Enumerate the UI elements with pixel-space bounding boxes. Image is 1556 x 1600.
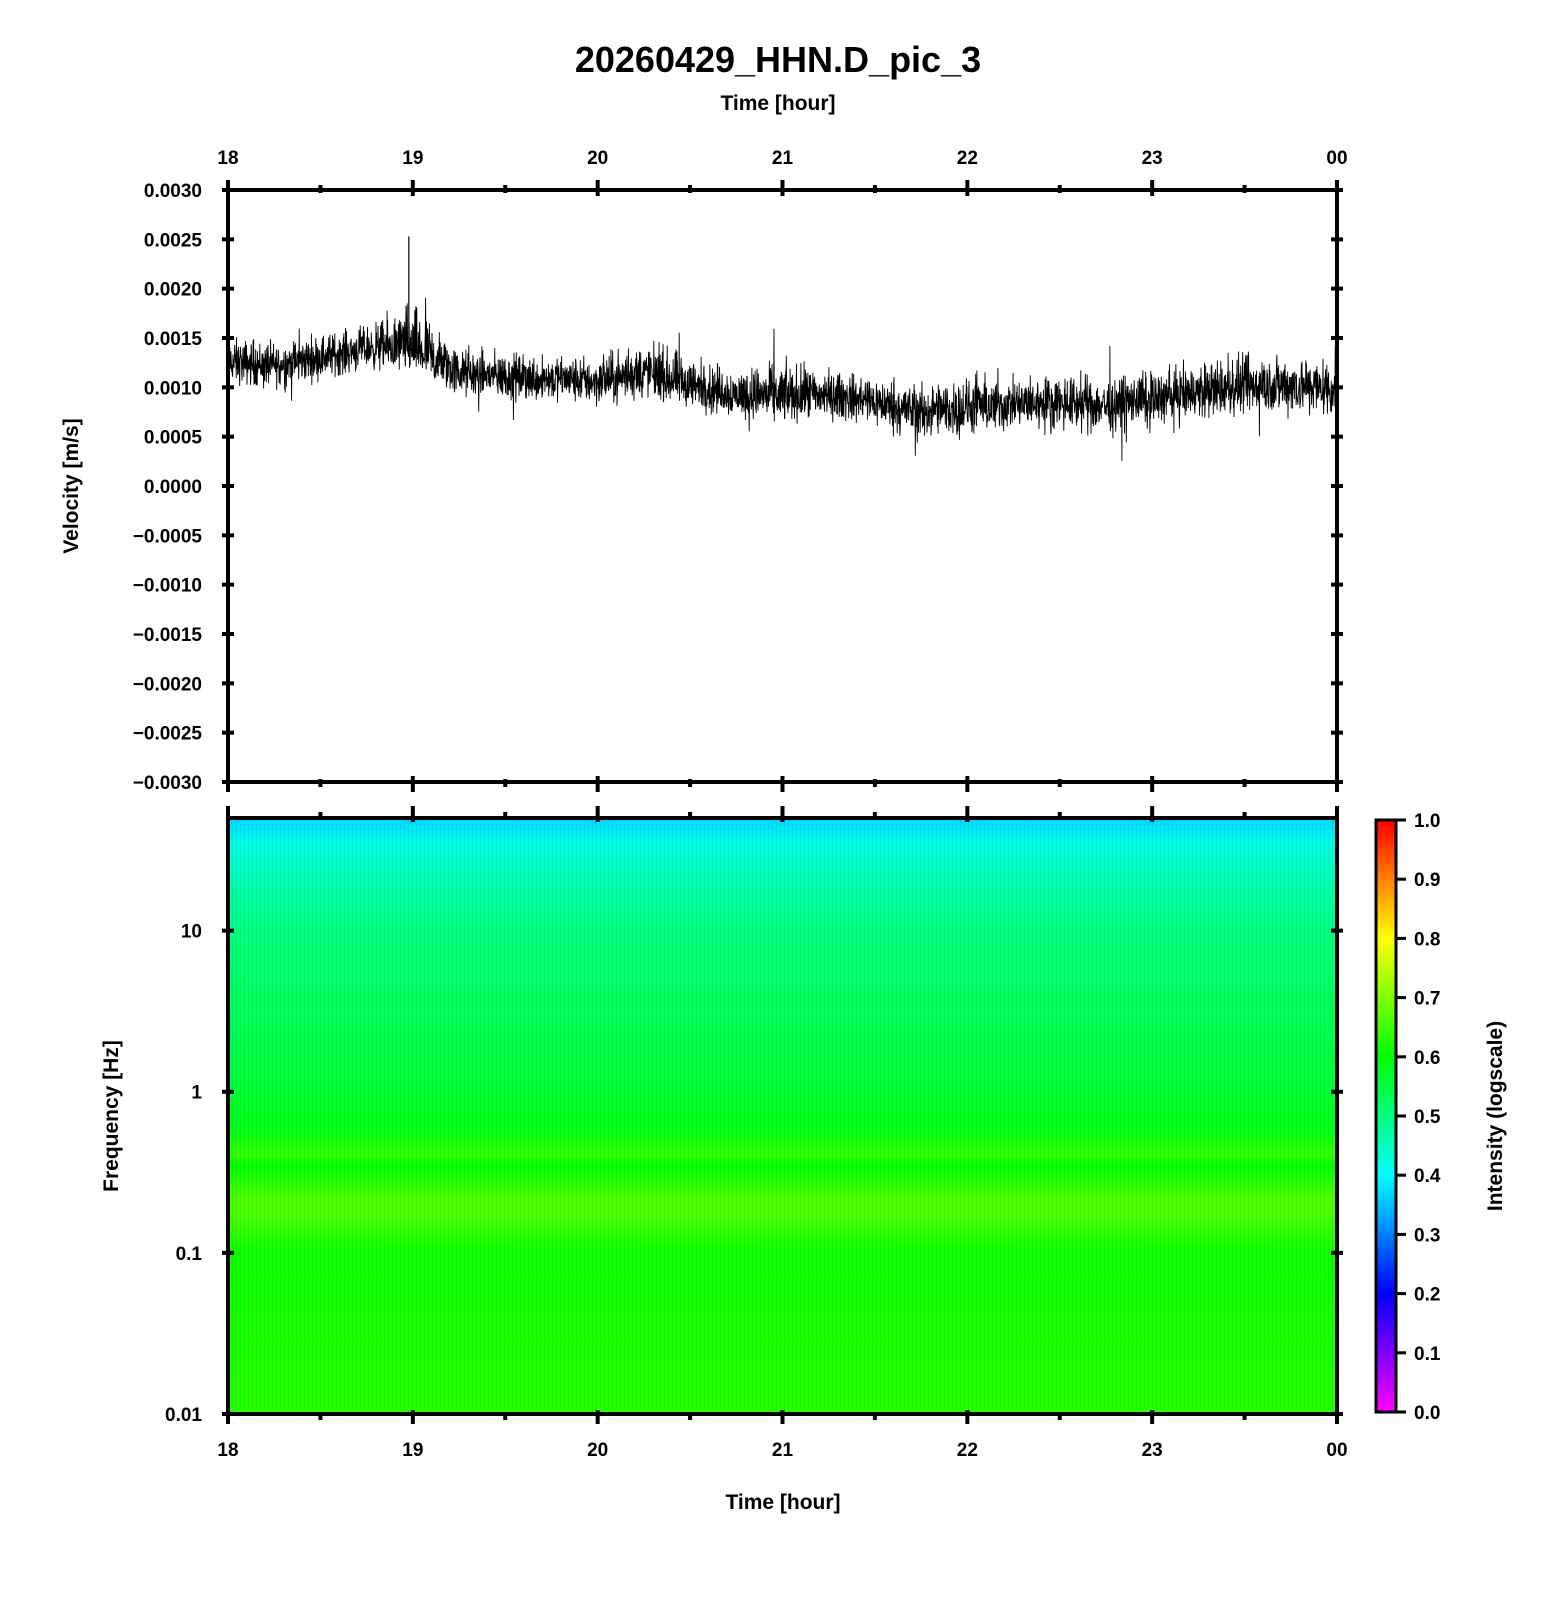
spectrogram-x-tick-label: 18 (217, 1440, 238, 1461)
waveform-line (227, 297, 1338, 462)
spectrogram-y-tick-label: 1 (191, 1083, 202, 1104)
waveform-y-axis-label: Velocity [m/s] (60, 418, 83, 553)
waveform-y-tick-label: 0.0030 (144, 181, 202, 202)
colorbar-tick-label: 1.0 (1414, 811, 1440, 832)
waveform-frame (226, 188, 1339, 784)
waveform-y-tick-label: 0.0020 (144, 280, 202, 301)
colorbar-tick-label: 0.1 (1414, 1344, 1441, 1365)
colorbar-tick-label: 0.4 (1414, 1166, 1441, 1187)
waveform-x-tick-label: 20 (587, 148, 608, 169)
waveform-x-tick-label: 23 (1142, 148, 1163, 169)
waveform-trace (227, 236, 1338, 462)
waveform-y-tick-label: 0.0015 (144, 329, 203, 350)
top-x-axis-label: Time [hour] (720, 92, 835, 115)
waveform-y-tick-label: 0.0005 (144, 428, 203, 449)
waveform-y-tick-label: −0.0030 (133, 773, 202, 794)
waveform-y-tick-label: −0.0005 (133, 526, 203, 547)
colorbar-tick-label: 0.0 (1414, 1403, 1440, 1424)
waveform-y-tick-label: 0.0025 (144, 230, 203, 251)
waveform-y-tick-label: −0.0010 (133, 576, 202, 597)
waveform-x-tick-label: 00 (1326, 148, 1347, 169)
colorbar-tick-label: 0.6 (1414, 1048, 1440, 1069)
spectrogram-y-axis-label: Frequency [Hz] (100, 1040, 123, 1192)
chart-title: 20260429_HHN.D_pic_3 (575, 39, 981, 80)
waveform-y-tick-label: −0.0020 (133, 674, 202, 695)
spectrogram-y-tick-label: 0.1 (176, 1244, 203, 1265)
waveform-x-tick-label: 18 (217, 148, 238, 169)
spectrogram-x-tick-label: 21 (772, 1440, 794, 1461)
waveform-y-tick-label: −0.0015 (133, 625, 203, 646)
spectrogram-x-tick-label: 22 (957, 1440, 978, 1461)
spectrogram-x-tick-label: 23 (1142, 1440, 1163, 1461)
colorbar-label: Intensity (logscale) (1484, 1021, 1507, 1211)
bottom-x-axis-label: Time [hour] (725, 1491, 840, 1514)
spectrogram-x-tick-label: 20 (587, 1440, 608, 1461)
colorbar-tick-label: 0.9 (1414, 870, 1440, 891)
colorbar-tick-label: 0.5 (1414, 1107, 1441, 1128)
waveform-y-tick-label: 0.0000 (144, 477, 202, 498)
waveform-ticks: 0.0030 0.0025 0.0020 0.0015 0.0010 0.0005 0.00… (133, 148, 1348, 794)
spectrogram-x-tick-label: 19 (402, 1440, 423, 1461)
waveform-x-tick-label: 22 (957, 148, 978, 169)
spectrogram-stripes (230, 820, 1335, 1412)
waveform-x-tick-label: 21 (772, 148, 794, 169)
colorbar-tick-label: 0.8 (1414, 929, 1440, 950)
waveform-x-tick-label: 19 (402, 148, 423, 169)
colorbar-tick-label: 0.7 (1414, 989, 1440, 1010)
spectrogram-x-tick-label: 00 (1326, 1440, 1347, 1461)
waveform-panel: 0.0030 0.0025 0.0020 0.0015 0.0010 0.0005 0.00… (60, 148, 1348, 794)
colorbar: 1.0 0.9 0.8 0.7 0.6 0.5 0.4 0.3 0.2 0.1 0.0 Intens… (1374, 811, 1507, 1424)
spectrogram-ticks: 10 1 0.1 0.01 18 19 20 21 22 23 00 (165, 806, 1348, 1461)
spectrogram-y-tick-label: 0.01 (165, 1405, 202, 1426)
spectrogram-y-tick-label: 10 (181, 922, 202, 943)
colorbar-tick-label: 0.2 (1414, 1285, 1440, 1306)
waveform-y-tick-label: 0.0010 (144, 378, 202, 399)
colorbar-tick-label: 0.3 (1414, 1225, 1440, 1246)
colorbar-gradient (1374, 818, 1398, 1414)
colorbar-ticks: 1.0 0.9 0.8 0.7 0.6 0.5 0.4 0.3 0.2 0.1 0.0 (1396, 811, 1441, 1424)
waveform-y-tick-label: −0.0025 (133, 724, 203, 745)
